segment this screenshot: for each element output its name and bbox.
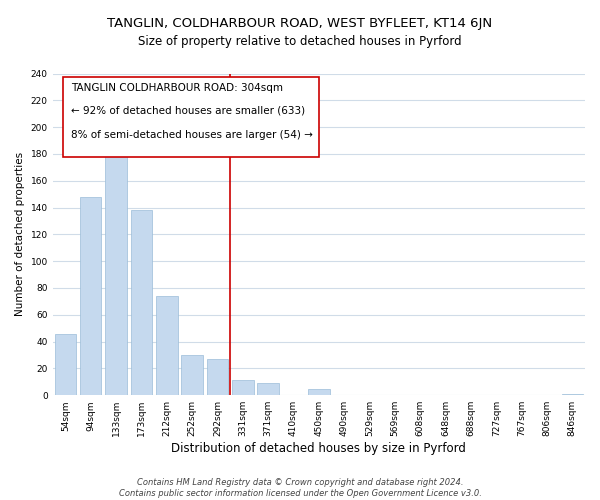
Bar	[80, 197, 101, 395]
X-axis label: Distribution of detached houses by size in Pyrford: Distribution of detached houses by size …	[172, 442, 466, 455]
Text: TANGLIN COLDHARBOUR ROAD: 304sqm: TANGLIN COLDHARBOUR ROAD: 304sqm	[71, 83, 283, 93]
Bar	[232, 380, 254, 395]
Text: TANGLIN, COLDHARBOUR ROAD, WEST BYFLEET, KT14 6JN: TANGLIN, COLDHARBOUR ROAD, WEST BYFLEET,…	[107, 18, 493, 30]
Y-axis label: Number of detached properties: Number of detached properties	[15, 152, 25, 316]
FancyBboxPatch shape	[64, 76, 319, 157]
Bar	[181, 355, 203, 395]
Bar	[562, 394, 583, 395]
Bar	[156, 296, 178, 395]
Bar	[105, 134, 127, 395]
Bar	[206, 359, 228, 395]
Text: Contains HM Land Registry data © Crown copyright and database right 2024.
Contai: Contains HM Land Registry data © Crown c…	[119, 478, 481, 498]
Bar	[55, 334, 76, 395]
Text: ← 92% of detached houses are smaller (633): ← 92% of detached houses are smaller (63…	[71, 106, 305, 116]
Text: Size of property relative to detached houses in Pyrford: Size of property relative to detached ho…	[138, 35, 462, 48]
Bar	[308, 388, 329, 395]
Bar	[131, 210, 152, 395]
Text: 8% of semi-detached houses are larger (54) →: 8% of semi-detached houses are larger (5…	[71, 130, 313, 140]
Bar	[257, 383, 279, 395]
